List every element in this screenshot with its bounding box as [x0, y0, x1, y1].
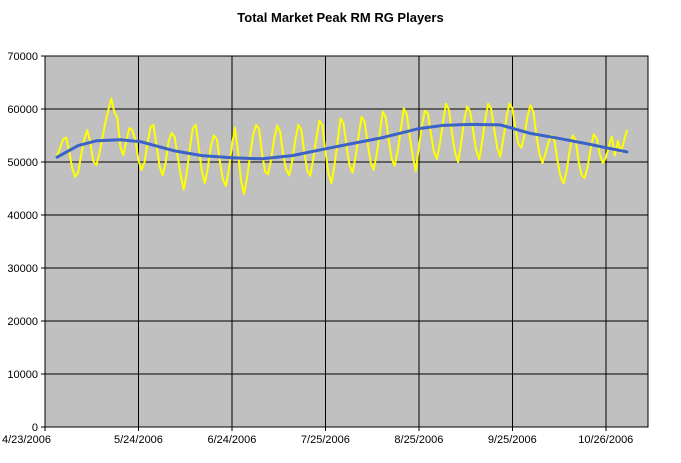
x-tick-label: 7/25/2006	[301, 434, 350, 446]
x-tick-label: 9/25/2006	[488, 434, 537, 446]
y-tick-label: 10000	[7, 369, 38, 381]
series-trend-moving-average	[55, 122, 629, 161]
x-tick-label: 10/26/2006	[578, 434, 633, 446]
x-tick-label: 4/23/2006	[2, 434, 51, 446]
x-tick-label: 5/24/2006	[114, 434, 163, 446]
y-tick-label: 20000	[7, 316, 38, 328]
x-tick-label: 6/24/2006	[207, 434, 256, 446]
y-tick-label: 40000	[7, 210, 38, 222]
plot-border	[44, 55, 649, 428]
y-tick-label: 0	[32, 422, 38, 434]
y-tick-label: 60000	[7, 104, 38, 116]
plot-background	[45, 56, 648, 427]
y-tick-label: 30000	[7, 263, 38, 275]
x-tick-label: 8/25/2006	[394, 434, 443, 446]
series-daily-peak-players	[56, 97, 628, 195]
y-tick-label: 50000	[7, 157, 38, 169]
y-tick-label: 70000	[7, 51, 38, 63]
chart-title: Total Market Peak RM RG Players	[237, 10, 444, 25]
